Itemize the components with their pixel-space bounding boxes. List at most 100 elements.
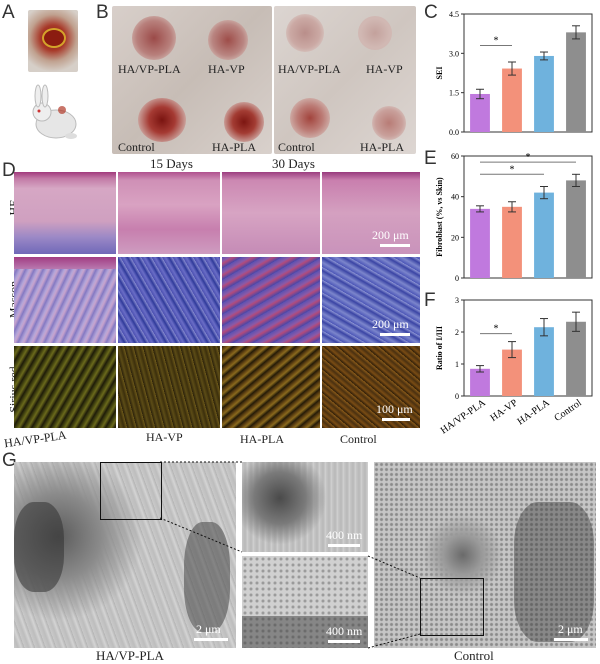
tem-control: 2 μm: [374, 462, 596, 648]
y-tick-label: 3: [455, 296, 459, 305]
chart-fibroblast: 0 20 40 60 Fibroblast (%, vs Skin) * *: [435, 152, 593, 283]
zoom-box-1: [100, 462, 162, 520]
tem-zoom-2: 400 nm: [242, 556, 368, 648]
wound-photo-15-days: HA/VP-PLA HA-VP Control HA-PLA: [112, 6, 272, 154]
b1-label-havppla: HA/VP-PLA: [118, 62, 181, 76]
sig-star: *: [510, 164, 515, 175]
y-tick-label: 0: [455, 392, 459, 401]
scale-bar-masson: [380, 333, 410, 336]
y-axis-label: SEI: [435, 67, 444, 80]
sig-star: *: [494, 324, 499, 335]
b2-label-hapla: HA-PLA: [360, 140, 404, 154]
chart-frame: [463, 155, 593, 279]
sirius-tile-1: [14, 346, 116, 428]
he-tile-4: 200 μm: [322, 172, 420, 254]
bar: [566, 321, 586, 396]
y-tick-label: 20: [451, 233, 459, 242]
label-30-days: 30 Days: [272, 156, 315, 171]
scale-bar-tem3: [328, 640, 360, 643]
b2-label-control: Control: [278, 140, 315, 154]
b2-label-havp: HA-VP: [366, 62, 403, 76]
panel-label-d: D: [2, 160, 16, 181]
bar: [566, 180, 586, 278]
col-label-hapla: HA-PLA: [240, 432, 284, 446]
wound-closeup-photo: [28, 10, 78, 72]
zoom-box-2: [420, 578, 484, 636]
y-tick-label: 2: [455, 328, 459, 337]
scale-label-sirius: 100 μm: [376, 402, 413, 416]
col-label-havp: HA-VP: [146, 430, 183, 444]
rabbit-icon: [26, 84, 84, 142]
panel-label-f: F: [424, 290, 436, 311]
sirius-tile-3: [222, 346, 320, 428]
sirius-tile-2: [118, 346, 220, 428]
scale-bar-he: [380, 244, 410, 247]
y-tick-label: 3.0: [449, 49, 459, 58]
y-axis-label: Ratio of I/III: [435, 326, 444, 370]
scale-bar-sirius: [382, 418, 410, 421]
bar: [502, 68, 522, 132]
scale-label-tem4: 2 μm: [558, 622, 583, 636]
tem-caption-control: Control: [454, 648, 494, 663]
x-category-label: HA-PLA: [515, 397, 552, 427]
he-tile-2: [118, 172, 220, 254]
col-label-control: Control: [340, 432, 377, 446]
x-category-label: Control: [552, 397, 584, 424]
he-tile-1: [14, 172, 116, 254]
y-tick-label: 0: [455, 274, 459, 283]
col-label-havppla: HA/VP-PLA: [3, 427, 68, 451]
scale-label-tem2: 400 nm: [326, 528, 363, 542]
y-tick-label: 1: [455, 360, 459, 369]
bar: [534, 327, 554, 396]
y-axis-label: Fibroblast (%, vs Skin): [435, 177, 444, 257]
masson-tile-3: [222, 257, 320, 343]
y-tick-label: 0.0: [449, 128, 459, 137]
chart-frame: [463, 13, 593, 133]
scale-label-tem1: 2 μm: [196, 622, 221, 636]
he-tile-3: [222, 172, 320, 254]
b1-label-havp: HA-VP: [208, 62, 245, 76]
y-tick-label: 40: [451, 193, 459, 202]
bar: [470, 208, 490, 278]
masson-tile-2: [118, 257, 220, 343]
b1-label-hapla: HA-PLA: [212, 140, 256, 154]
scale-label-masson: 200 μm: [372, 317, 409, 331]
panel-label-c: C: [424, 2, 438, 23]
tem-zoom-1: 400 nm: [242, 462, 368, 552]
masson-tile-1: [14, 257, 116, 343]
panel-label-g: G: [2, 450, 17, 471]
x-category-label: HA/VP-PLA: [439, 397, 489, 436]
bar: [470, 368, 490, 396]
scale-bar-tem4: [554, 638, 588, 641]
sirius-tile-4: 100 μm: [322, 346, 420, 428]
scale-bar-tem1: [194, 638, 228, 641]
masson-tile-4: 200 μm: [322, 257, 420, 343]
b1-label-control: Control: [118, 140, 155, 154]
label-15-days: 15 Days: [150, 156, 193, 171]
tem-havppla: 2 μm: [14, 462, 236, 648]
sig-star: *: [494, 35, 499, 46]
panel-label-e: E: [424, 148, 437, 169]
tem-caption-havppla: HA/VP-PLA: [96, 648, 164, 663]
zoom-connector-lines: [159, 461, 421, 649]
bar: [566, 32, 586, 132]
bar: [502, 349, 522, 396]
y-tick-label: 60: [451, 152, 459, 161]
bar: [470, 93, 490, 132]
scale-bar-tem2: [328, 544, 360, 547]
y-tick-label: 4.5: [449, 10, 459, 19]
scale-label-tem3: 400 nm: [326, 624, 363, 638]
y-tick-label: 1.5: [449, 89, 459, 98]
sig-star: *: [526, 152, 531, 163]
bar: [534, 55, 554, 133]
chart-frame: [463, 299, 593, 397]
panel-label-a: A: [2, 2, 15, 23]
bar: [534, 192, 554, 278]
wound-photo-30-days: HA/VP-PLA HA-VP Control HA-PLA: [274, 6, 416, 154]
scale-label-he: 200 μm: [372, 228, 409, 242]
bar: [502, 206, 522, 278]
chart-sei: 0.0 1.5 3.0 4.5 SEI *: [435, 10, 593, 137]
panel-label-b: B: [96, 2, 109, 23]
b2-label-havppla: HA/VP-PLA: [278, 62, 341, 76]
